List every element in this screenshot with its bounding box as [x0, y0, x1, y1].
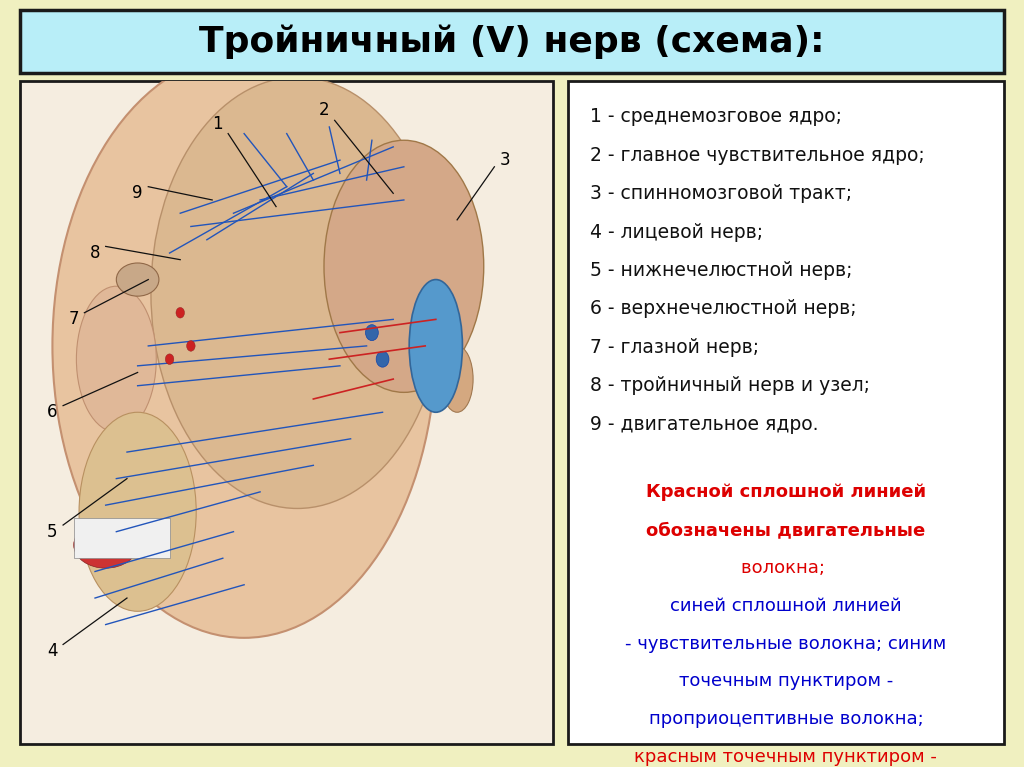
Text: 5: 5: [47, 522, 57, 541]
Ellipse shape: [79, 413, 197, 611]
Text: 1 - среднемозговое ядро;: 1 - среднемозговое ядро;: [590, 107, 842, 126]
Text: - чувствительные волокна; синим: - чувствительные волокна; синим: [626, 634, 946, 653]
Text: 3: 3: [500, 151, 510, 170]
Circle shape: [376, 351, 389, 367]
Text: 6: 6: [47, 403, 57, 421]
Text: 9: 9: [132, 184, 143, 202]
Ellipse shape: [117, 263, 159, 296]
FancyBboxPatch shape: [20, 10, 1004, 73]
Text: 8 - тройничный нерв и узел;: 8 - тройничный нерв и узел;: [590, 377, 870, 396]
Text: 1: 1: [212, 114, 223, 133]
Text: волокна;: волокна;: [741, 559, 830, 577]
Text: синей сплошной линией: синей сплошной линией: [670, 597, 902, 614]
Text: 4 - лицевой нерв;: 4 - лицевой нерв;: [590, 222, 763, 242]
Ellipse shape: [77, 286, 157, 432]
Text: проприоцептивные волокна;: проприоцептивные волокна;: [648, 710, 924, 728]
Bar: [74, 518, 170, 558]
Text: 7 - глазной нерв;: 7 - глазной нерв;: [590, 338, 759, 357]
Text: Тройничный (V) нерв (схема):: Тройничный (V) нерв (схема):: [200, 25, 824, 58]
Text: 7: 7: [69, 311, 79, 328]
Text: 3 - спинномозговой тракт;: 3 - спинномозговой тракт;: [590, 184, 852, 203]
Circle shape: [366, 324, 378, 341]
FancyBboxPatch shape: [568, 81, 1004, 744]
Text: 9 - двигательное ядро.: 9 - двигательное ядро.: [590, 415, 818, 434]
Text: Красной сплошной линией: Красной сплошной линией: [646, 483, 926, 502]
Text: 6 - верхнечелюстной нерв;: 6 - верхнечелюстной нерв;: [590, 299, 857, 318]
Text: 2 - главное чувствительное ядро;: 2 - главное чувствительное ядро;: [590, 146, 925, 165]
Text: точечным пунктиром -: точечным пунктиром -: [679, 673, 893, 690]
Text: красным точечным пунктиром -: красным точечным пунктиром -: [635, 748, 937, 766]
Text: 4: 4: [47, 642, 57, 660]
Ellipse shape: [52, 54, 436, 638]
Text: 5 - нижнечелюстной нерв;: 5 - нижнечелюстной нерв;: [590, 261, 853, 280]
Text: 8: 8: [90, 244, 100, 262]
Ellipse shape: [151, 77, 443, 509]
Circle shape: [176, 308, 184, 318]
Circle shape: [186, 341, 196, 351]
Text: обозначены двигательные: обозначены двигательные: [646, 521, 926, 539]
Ellipse shape: [441, 346, 473, 413]
Ellipse shape: [74, 522, 137, 568]
Circle shape: [165, 354, 174, 364]
Ellipse shape: [410, 279, 463, 413]
FancyBboxPatch shape: [20, 81, 553, 744]
Text: 2: 2: [318, 101, 330, 120]
Ellipse shape: [324, 140, 483, 393]
